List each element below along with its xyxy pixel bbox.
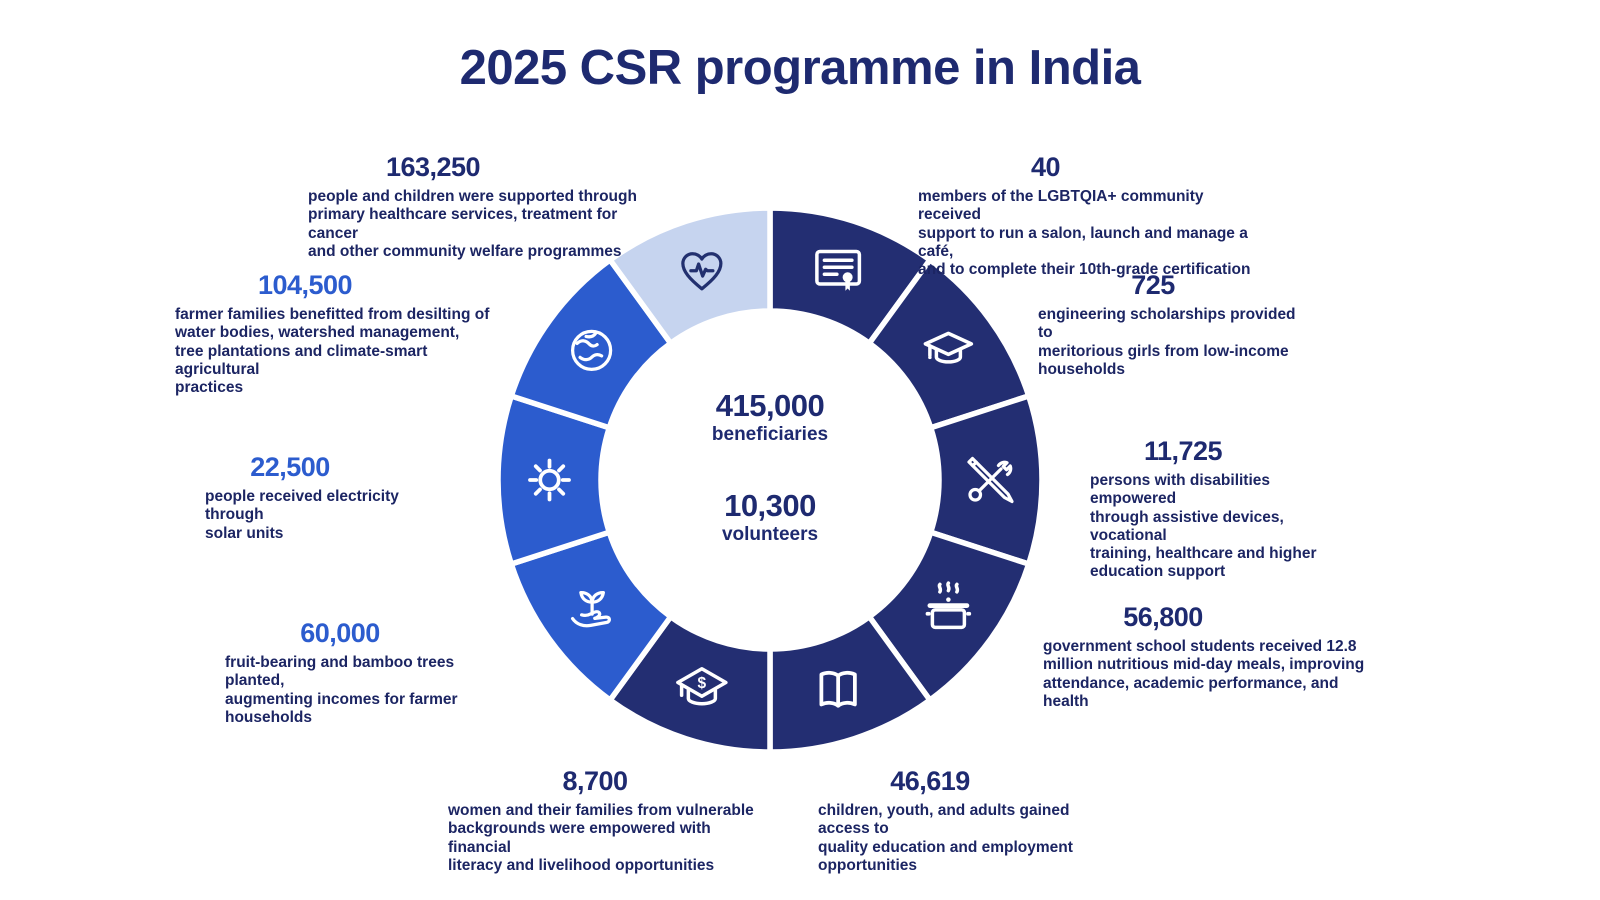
- stat-description: persons with disabilities empowered thro…: [1090, 472, 1317, 581]
- stat-value: 40: [1030, 152, 1061, 182]
- stat-value: 56,800: [1123, 602, 1203, 632]
- donut-center-text: 415,000 beneficiaries 10,300 volunteers: [620, 388, 920, 546]
- stat-value: 163,250: [385, 152, 481, 182]
- stat-farmer-families: 104,500 farmer families benefitted from …: [175, 270, 505, 397]
- stat-value: 725: [1131, 270, 1175, 300]
- stat-description: women and their families from vulnerable…: [448, 802, 754, 874]
- stat-healthcare-support: 163,250 people and children were support…: [308, 152, 658, 261]
- stat-value: 11,725: [1143, 436, 1223, 466]
- stat-description: people and children were supported throu…: [308, 188, 637, 260]
- stat-disability-empowerment: 11,725 persons with disabilities empower…: [1090, 436, 1352, 582]
- stat-lgbtqia-support: 40 members of the LGBTQIA+ community rec…: [918, 152, 1268, 279]
- stat-value: 104,500: [257, 270, 353, 300]
- donut-chart: $: [495, 205, 1045, 755]
- stat-description: government school students received 12.8…: [1043, 638, 1365, 710]
- stat-description: farmer families benefitted from desiltin…: [175, 306, 490, 397]
- stat-value: 8,700: [562, 766, 628, 796]
- beneficiaries-value: 415,000: [715, 388, 825, 423]
- stat-description: members of the LGBTQIA+ community receiv…: [918, 188, 1251, 279]
- volunteers-label: volunteers: [721, 524, 819, 545]
- beneficiaries-label: beneficiaries: [711, 424, 829, 445]
- stat-value: 60,000: [300, 618, 380, 648]
- stat-description: engineering scholarships provided to mer…: [1038, 306, 1296, 378]
- stat-women-empowerment: 8,700 women and their families from vuln…: [448, 766, 762, 875]
- stat-value: 22,500: [250, 452, 330, 482]
- volunteers-value: 10,300: [724, 488, 816, 523]
- stat-engineering-scholarships: 725 engineering scholarships provided to…: [1038, 270, 1306, 379]
- stat-solar-electricity: 22,500 people received electricity throu…: [205, 452, 457, 543]
- page-title: 2025 CSR programme in India: [459, 41, 1141, 95]
- stat-value: 46,619: [890, 766, 970, 796]
- stat-description: children, youth, and adults gained acces…: [818, 802, 1073, 874]
- stat-description: fruit-bearing and bamboo trees planted, …: [225, 654, 458, 726]
- stat-education-access: 46,619 children, youth, and adults gaine…: [818, 766, 1120, 875]
- stat-midday-meals: 56,800 government school students receiv…: [1043, 602, 1375, 711]
- stat-trees-planted: 60,000 fruit-bearing and bamboo trees pl…: [225, 618, 510, 727]
- stat-description: people received electricity through sola…: [205, 488, 399, 542]
